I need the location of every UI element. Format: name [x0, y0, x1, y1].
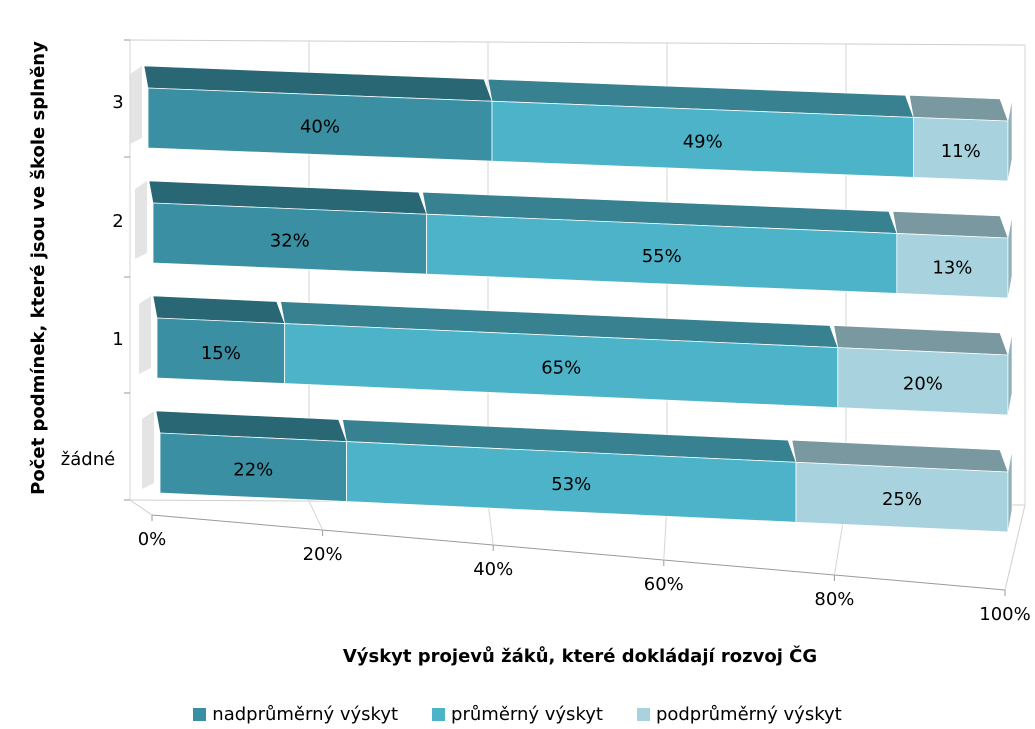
y-tick-label: 2	[112, 211, 123, 232]
legend-label: průměrný výskyt	[451, 704, 603, 725]
data-label: 49%	[683, 131, 723, 152]
data-label: 15%	[201, 343, 241, 364]
legend-swatch	[193, 708, 207, 721]
y-axis-title: Počet podmínek, které jsou ve škole spln…	[28, 41, 49, 495]
labels: 0% 20% 40% 60% 80% 100% 22% 53% 25% žádné 15% 65% 20…	[61, 92, 1031, 625]
legend: nadprůměrný výskyt průměrný výskyt podpr…	[0, 704, 1035, 725]
data-label: 13%	[932, 258, 972, 279]
data-label: 25%	[882, 489, 922, 510]
legend-label: nadprůměrný výskyt	[212, 704, 399, 725]
bar-shadow	[142, 411, 154, 489]
data-label: 55%	[642, 246, 682, 267]
x-tick-label: 80%	[814, 589, 854, 610]
bar-shadow	[130, 66, 142, 144]
data-label: 65%	[541, 358, 581, 379]
floor-gridline	[487, 501, 494, 546]
x-tick-label: 0%	[138, 529, 167, 550]
legend-item-prumerny: průměrný výskyt	[432, 704, 603, 725]
bar-end-cap	[1007, 98, 1013, 182]
bars	[130, 65, 1013, 533]
legend-item-podprumerny: podprůměrný výskyt	[636, 704, 842, 725]
y-tick-label: žádné	[61, 449, 115, 470]
y-tick-label: 3	[112, 92, 123, 113]
x-tick-label: 40%	[473, 559, 513, 580]
x-tick-label: 100%	[979, 604, 1030, 625]
data-label: 20%	[903, 373, 943, 394]
bar-end-cap	[1007, 449, 1013, 533]
back-wall-top-edge	[129, 39, 1026, 46]
x-axis-title: Výskyt projevů žáků, které dokládají roz…	[343, 645, 817, 667]
data-label: 11%	[941, 141, 981, 162]
data-label: 53%	[551, 474, 591, 495]
legend-label: podprůměrný výskyt	[655, 704, 842, 725]
floor-gridline	[129, 499, 153, 516]
floor-gridline	[1004, 504, 1026, 591]
y-tick-label: 1	[112, 329, 123, 350]
bar-top-face	[909, 95, 1009, 122]
legend-swatch	[432, 708, 446, 721]
bar-end-cap	[1007, 332, 1013, 416]
x-axis-line	[151, 514, 1006, 591]
bar-shadow	[139, 296, 151, 374]
bar-shadow	[135, 181, 147, 259]
data-label: 32%	[270, 231, 310, 252]
x-tick-label: 60%	[644, 574, 684, 595]
data-label: 40%	[300, 117, 340, 138]
legend-item-nadprumerny: nadprůměrný výskyt	[193, 704, 398, 725]
data-label: 22%	[233, 459, 273, 480]
bar-end-cap	[1007, 215, 1013, 299]
legend-swatch	[636, 708, 650, 721]
floor-gridline	[308, 500, 324, 531]
x-tick-label: 20%	[303, 544, 343, 565]
